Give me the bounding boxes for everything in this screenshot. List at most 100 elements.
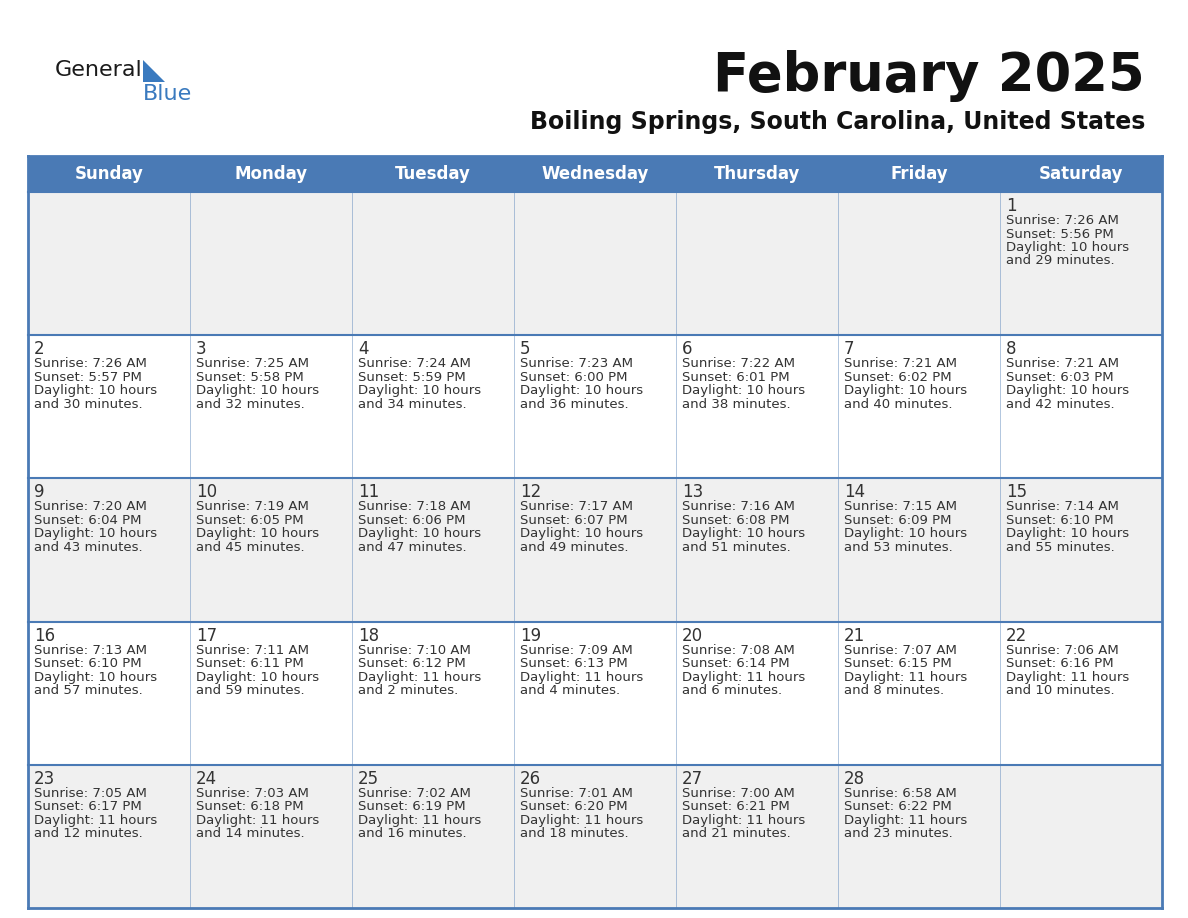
Text: Daylight: 11 hours: Daylight: 11 hours [843,671,967,684]
Text: Saturday: Saturday [1038,165,1123,183]
Text: Sunset: 6:11 PM: Sunset: 6:11 PM [196,657,304,670]
Text: Sunset: 6:22 PM: Sunset: 6:22 PM [843,800,952,813]
Text: Daylight: 10 hours: Daylight: 10 hours [843,385,967,397]
Text: Sunrise: 7:15 AM: Sunrise: 7:15 AM [843,500,958,513]
Text: Sunrise: 7:10 AM: Sunrise: 7:10 AM [358,644,470,656]
Text: Sunrise: 7:21 AM: Sunrise: 7:21 AM [1006,357,1119,370]
Text: Friday: Friday [890,165,948,183]
Text: 23: 23 [34,770,56,788]
Text: and 43 minutes.: and 43 minutes. [34,541,143,554]
Text: Sunset: 6:10 PM: Sunset: 6:10 PM [34,657,141,670]
Text: and 55 minutes.: and 55 minutes. [1006,541,1114,554]
Text: 21: 21 [843,627,865,644]
Text: and 40 minutes.: and 40 minutes. [843,397,953,410]
Text: General: General [55,60,143,80]
Text: Sunset: 6:03 PM: Sunset: 6:03 PM [1006,371,1113,384]
Text: Sunrise: 7:11 AM: Sunrise: 7:11 AM [196,644,309,656]
Text: and 32 minutes.: and 32 minutes. [196,397,305,410]
Text: 11: 11 [358,484,379,501]
Text: Sunset: 6:05 PM: Sunset: 6:05 PM [196,514,304,527]
Text: Sunset: 6:19 PM: Sunset: 6:19 PM [358,800,466,813]
Text: Sunset: 6:08 PM: Sunset: 6:08 PM [682,514,790,527]
Text: Sunrise: 7:01 AM: Sunrise: 7:01 AM [520,787,633,800]
Text: Sunrise: 7:26 AM: Sunrise: 7:26 AM [34,357,147,370]
Text: and 38 minutes.: and 38 minutes. [682,397,791,410]
Text: 20: 20 [682,627,703,644]
Text: Daylight: 11 hours: Daylight: 11 hours [34,813,157,827]
Text: Sunrise: 7:05 AM: Sunrise: 7:05 AM [34,787,147,800]
Text: Daylight: 10 hours: Daylight: 10 hours [1006,241,1129,254]
Text: Daylight: 10 hours: Daylight: 10 hours [520,528,643,541]
Text: Daylight: 11 hours: Daylight: 11 hours [520,813,643,827]
Text: Daylight: 11 hours: Daylight: 11 hours [682,671,805,684]
Text: 4: 4 [358,341,368,358]
Text: Daylight: 10 hours: Daylight: 10 hours [34,528,157,541]
Text: Sunset: 6:14 PM: Sunset: 6:14 PM [682,657,790,670]
Text: Sunrise: 7:07 AM: Sunrise: 7:07 AM [843,644,956,656]
Text: 14: 14 [843,484,865,501]
Text: Sunrise: 7:16 AM: Sunrise: 7:16 AM [682,500,795,513]
Text: 3: 3 [196,341,207,358]
Text: Sunrise: 7:00 AM: Sunrise: 7:00 AM [682,787,795,800]
Text: Sunset: 6:04 PM: Sunset: 6:04 PM [34,514,141,527]
Text: 6: 6 [682,341,693,358]
Text: Daylight: 11 hours: Daylight: 11 hours [196,813,320,827]
Text: Sunset: 5:59 PM: Sunset: 5:59 PM [358,371,466,384]
Text: Daylight: 10 hours: Daylight: 10 hours [682,385,805,397]
Text: Thursday: Thursday [714,165,801,183]
Text: Daylight: 10 hours: Daylight: 10 hours [196,671,320,684]
Text: 5: 5 [520,341,531,358]
Text: 22: 22 [1006,627,1028,644]
Text: Sunrise: 7:17 AM: Sunrise: 7:17 AM [520,500,633,513]
Text: Daylight: 10 hours: Daylight: 10 hours [1006,385,1129,397]
Text: Sunset: 6:07 PM: Sunset: 6:07 PM [520,514,627,527]
Text: Sunrise: 7:22 AM: Sunrise: 7:22 AM [682,357,795,370]
Text: Sunrise: 7:26 AM: Sunrise: 7:26 AM [1006,214,1119,227]
Text: Daylight: 10 hours: Daylight: 10 hours [34,671,157,684]
Text: and 34 minutes.: and 34 minutes. [358,397,467,410]
Text: 15: 15 [1006,484,1028,501]
Text: Sunset: 6:21 PM: Sunset: 6:21 PM [682,800,790,813]
Text: and 51 minutes.: and 51 minutes. [682,541,791,554]
Text: 24: 24 [196,770,217,788]
Text: and 12 minutes.: and 12 minutes. [34,827,143,840]
Bar [29,478,1162,621]
Text: and 42 minutes.: and 42 minutes. [1006,397,1114,410]
Text: and 29 minutes.: and 29 minutes. [1006,254,1114,267]
Text: and 4 minutes.: and 4 minutes. [520,684,620,697]
Text: and 2 minutes.: and 2 minutes. [358,684,459,697]
Text: and 18 minutes.: and 18 minutes. [520,827,628,840]
Text: Wednesday: Wednesday [542,165,649,183]
Text: February 2025: February 2025 [713,50,1145,102]
Text: Sunset: 6:09 PM: Sunset: 6:09 PM [843,514,952,527]
Text: Sunset: 6:10 PM: Sunset: 6:10 PM [1006,514,1113,527]
Text: Sunrise: 7:02 AM: Sunrise: 7:02 AM [358,787,470,800]
Text: Sunset: 6:00 PM: Sunset: 6:00 PM [520,371,627,384]
Text: Sunrise: 7:23 AM: Sunrise: 7:23 AM [520,357,633,370]
Bar [29,156,1162,192]
Text: Sunset: 6:15 PM: Sunset: 6:15 PM [843,657,952,670]
Text: Sunrise: 7:24 AM: Sunrise: 7:24 AM [358,357,470,370]
Text: Sunset: 6:06 PM: Sunset: 6:06 PM [358,514,466,527]
Text: Sunset: 6:18 PM: Sunset: 6:18 PM [196,800,304,813]
Bar [29,335,1162,478]
Text: 2: 2 [34,341,45,358]
Bar [29,621,1162,765]
Text: Sunset: 6:12 PM: Sunset: 6:12 PM [358,657,466,670]
Text: Daylight: 11 hours: Daylight: 11 hours [682,813,805,827]
Text: Sunset: 6:17 PM: Sunset: 6:17 PM [34,800,141,813]
Text: Sunday: Sunday [75,165,144,183]
Text: Sunrise: 7:13 AM: Sunrise: 7:13 AM [34,644,147,656]
Text: and 8 minutes.: and 8 minutes. [843,684,944,697]
Text: Sunrise: 7:20 AM: Sunrise: 7:20 AM [34,500,147,513]
Text: Daylight: 11 hours: Daylight: 11 hours [358,671,481,684]
Bar [29,765,1162,908]
Text: Sunrise: 6:58 AM: Sunrise: 6:58 AM [843,787,956,800]
Text: and 45 minutes.: and 45 minutes. [196,541,304,554]
Text: Sunrise: 7:21 AM: Sunrise: 7:21 AM [843,357,958,370]
Text: Daylight: 10 hours: Daylight: 10 hours [358,528,481,541]
Text: and 16 minutes.: and 16 minutes. [358,827,467,840]
Text: Sunrise: 7:06 AM: Sunrise: 7:06 AM [1006,644,1119,656]
Text: Daylight: 11 hours: Daylight: 11 hours [358,813,481,827]
Text: and 59 minutes.: and 59 minutes. [196,684,304,697]
